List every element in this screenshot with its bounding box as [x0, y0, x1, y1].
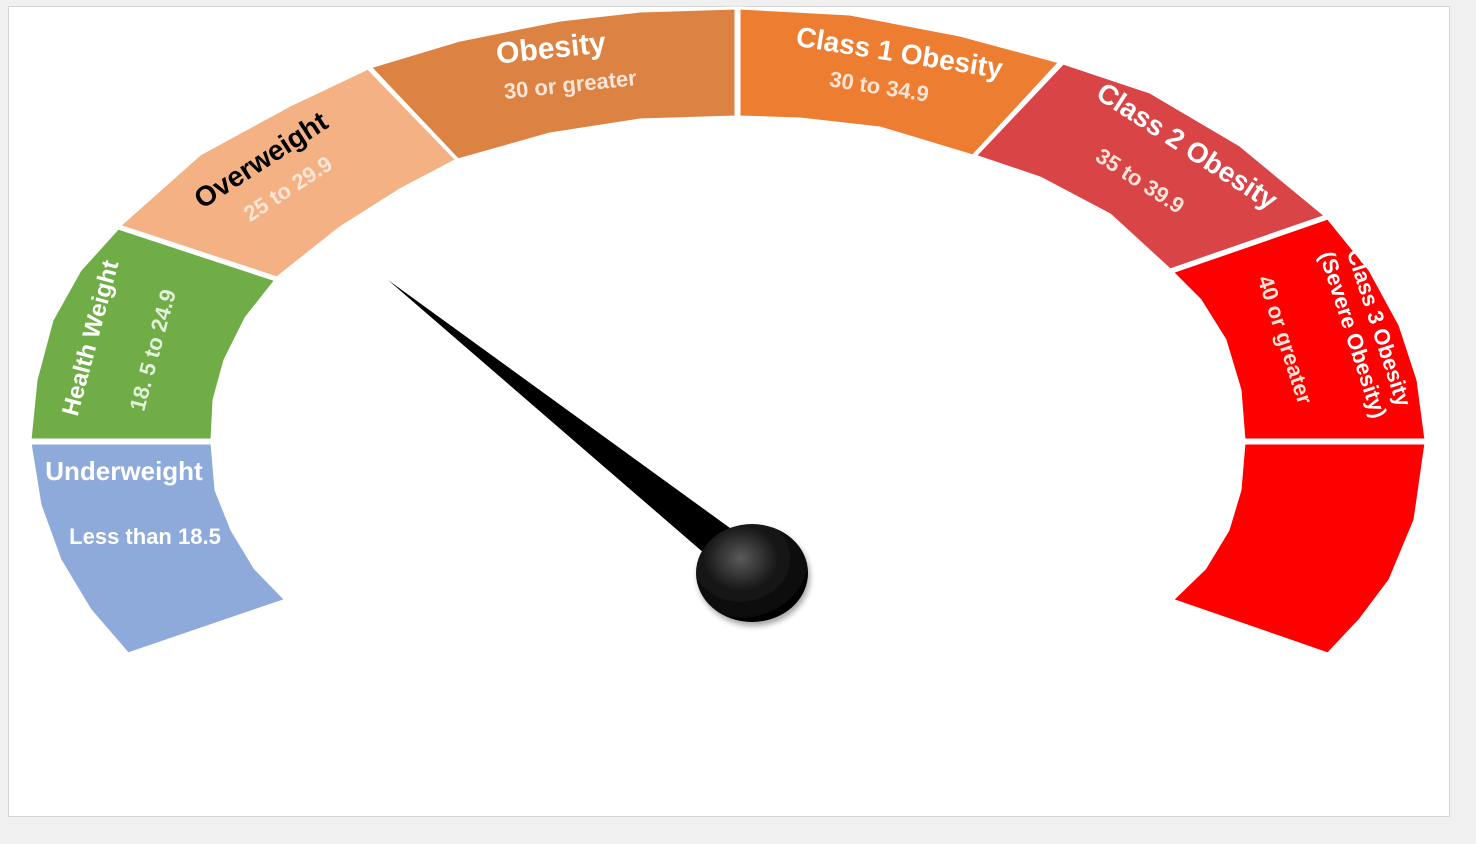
segment-underweight — [28, 441, 288, 656]
segment-class-2-obesity — [973, 61, 1328, 272]
segment-class-3-lower — [1170, 441, 1428, 656]
range-underweight: Less than 18.5 — [69, 524, 221, 549]
segment-class-1-obesity — [737, 6, 1062, 158]
label-underweight: Underweight — [45, 456, 203, 486]
gauge-needle — [388, 280, 730, 560]
gauge-hub — [696, 524, 808, 622]
segment-healthy-weight — [28, 226, 278, 442]
segment-class-3-obesity — [1170, 216, 1428, 442]
segment-obesity — [368, 6, 738, 162]
